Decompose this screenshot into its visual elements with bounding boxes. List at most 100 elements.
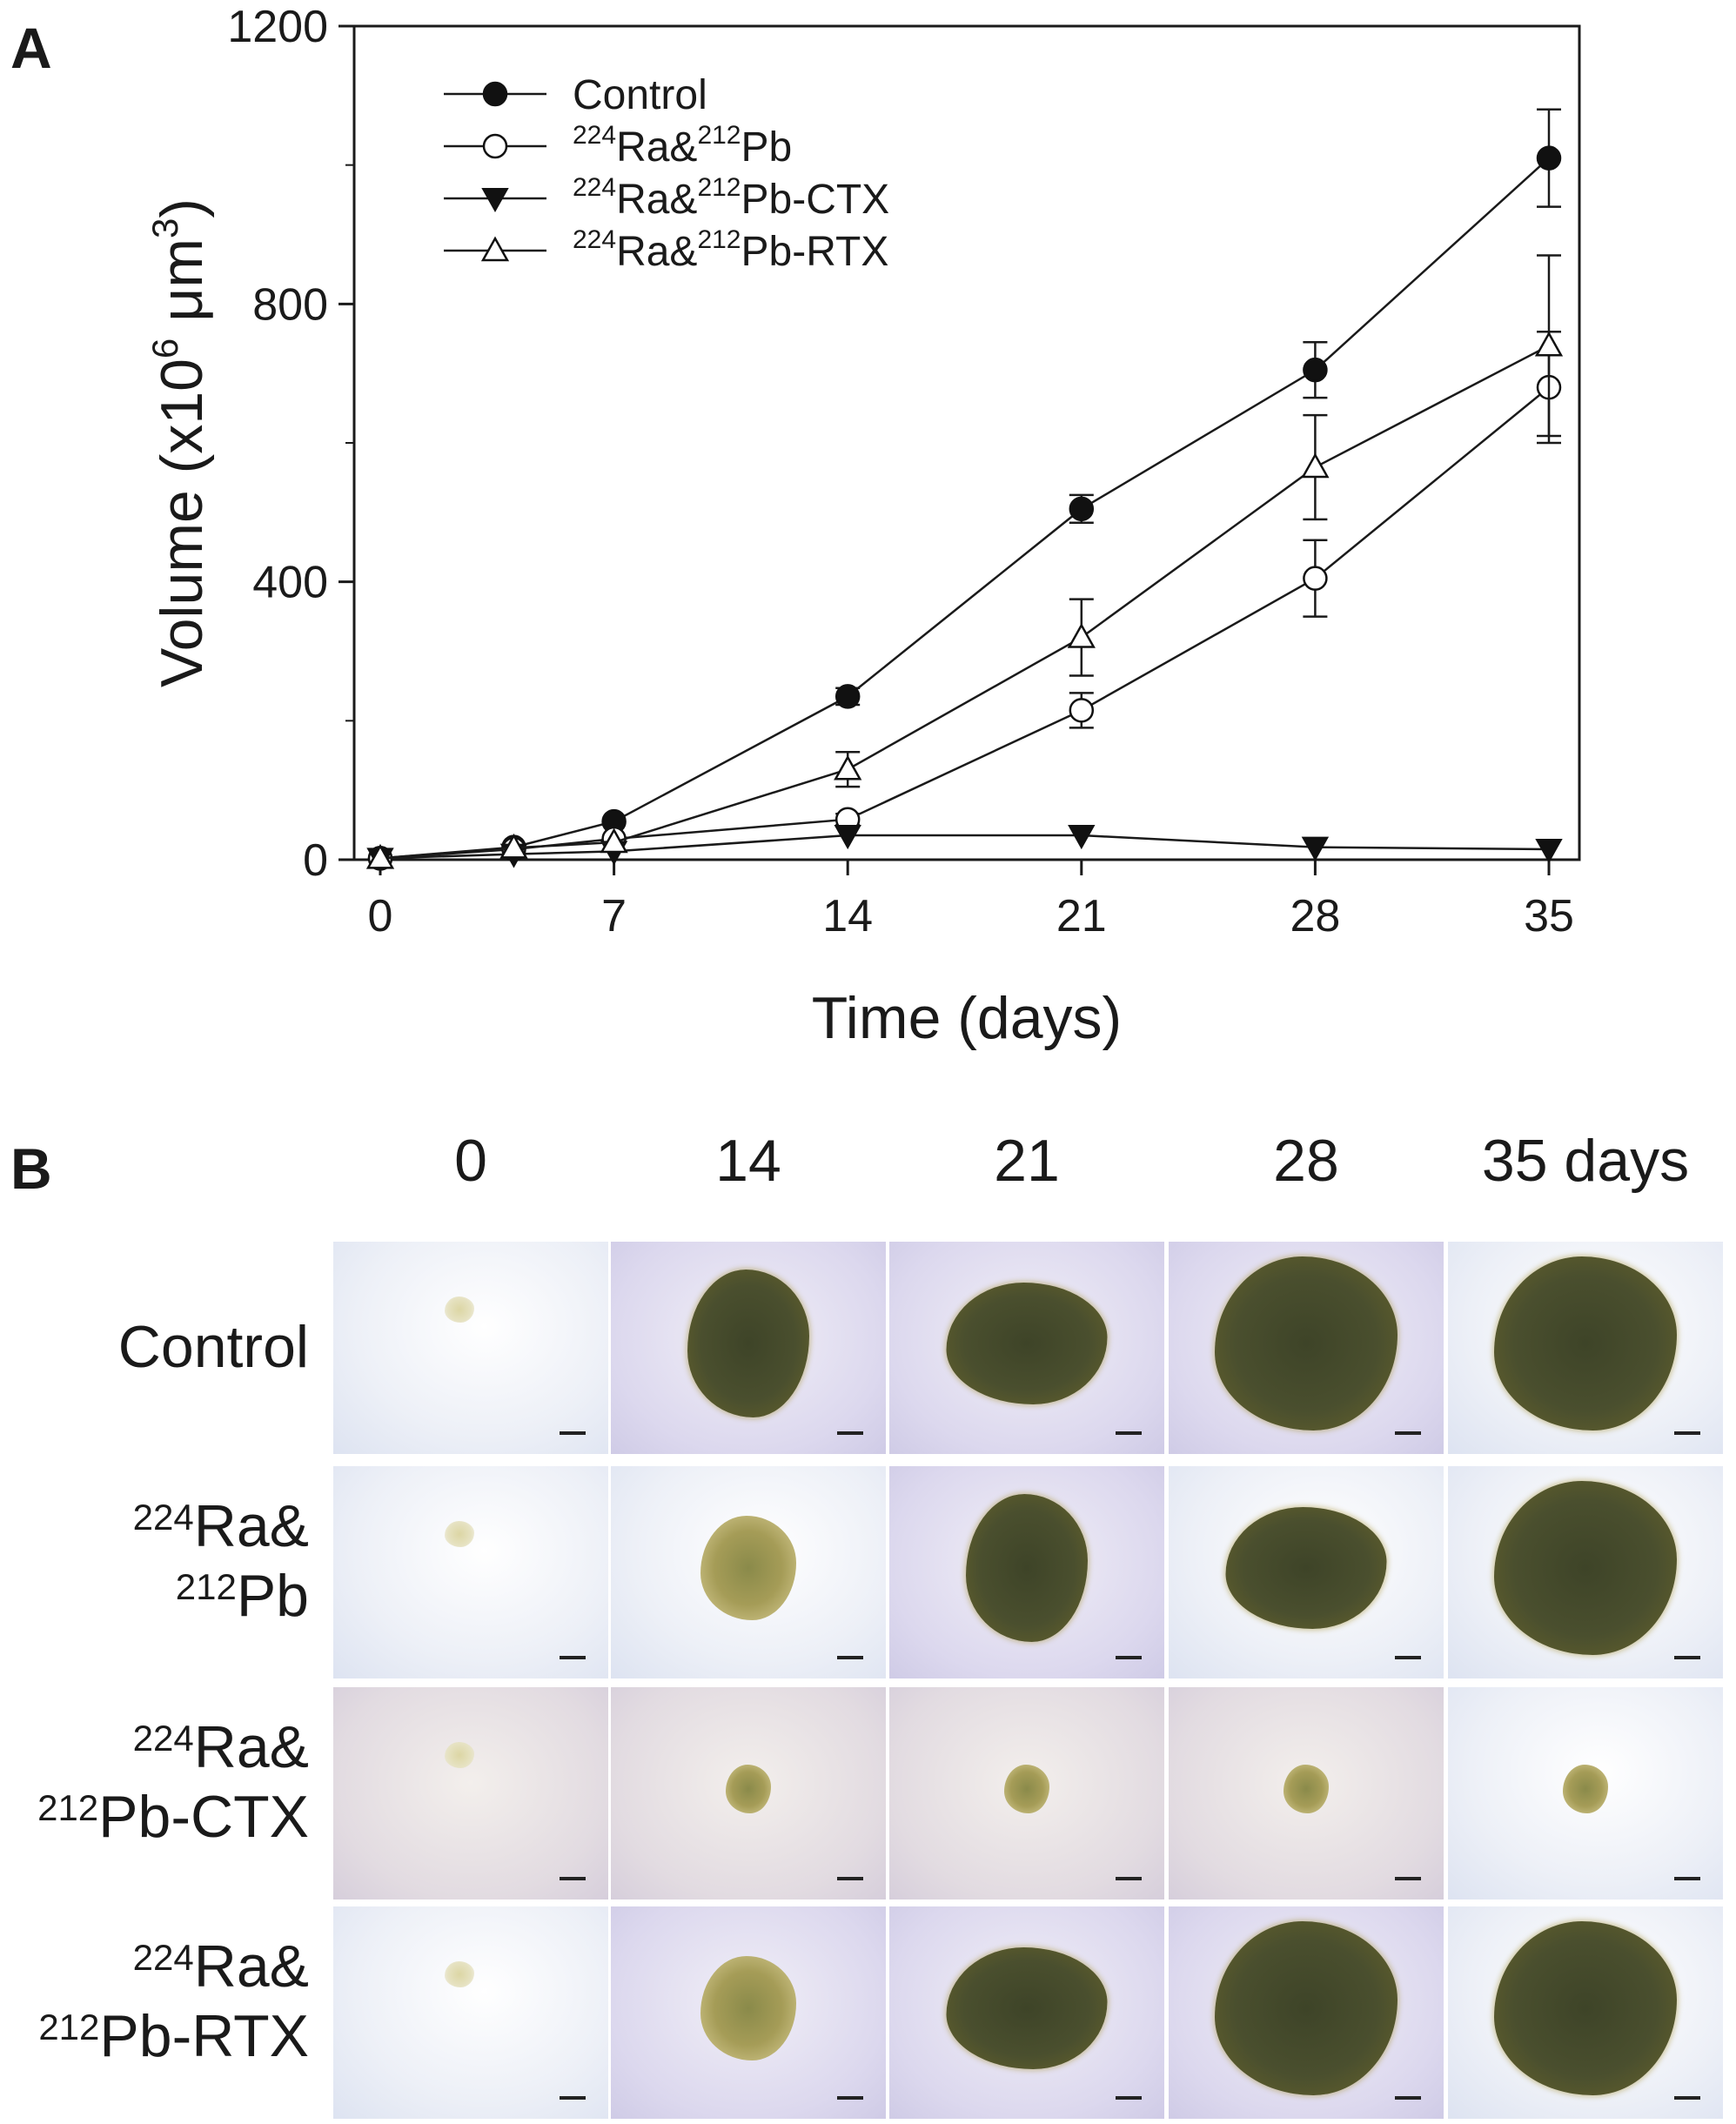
spheroid bbox=[700, 1516, 796, 1621]
spheroid-micrograph bbox=[1169, 1466, 1444, 1678]
data-point-2 bbox=[1535, 839, 1563, 864]
spheroid-micrograph bbox=[611, 1466, 886, 1678]
y-axis-label: Volume (x106 μm3) bbox=[144, 198, 215, 687]
x-tick-label: 14 bbox=[822, 891, 873, 941]
column-header: 21 bbox=[994, 1128, 1060, 1194]
spheroid bbox=[1494, 1256, 1677, 1431]
scale-bar bbox=[1674, 1656, 1700, 1659]
legend-entry-part: 224 bbox=[573, 225, 616, 254]
spheroid-micrograph bbox=[1169, 1242, 1444, 1454]
x-tick-label: 35 bbox=[1524, 891, 1574, 941]
x-tick-label: 28 bbox=[1290, 891, 1340, 941]
panel-a-label: A bbox=[10, 16, 52, 80]
spheroid bbox=[1215, 1256, 1398, 1431]
row-label-part: 212 bbox=[38, 2006, 100, 2047]
x-tick-label: 21 bbox=[1056, 891, 1107, 941]
row-label-part: Pb-CTX bbox=[98, 1783, 309, 1850]
column-header: 14 bbox=[715, 1128, 781, 1194]
series-line-2 bbox=[379, 834, 1550, 860]
scale-bar bbox=[560, 1656, 586, 1659]
column-header: 35 days bbox=[1481, 1128, 1690, 1194]
scale-bar bbox=[837, 1656, 863, 1659]
legend-entry-part: 212 bbox=[697, 225, 741, 254]
row-label-text: Control bbox=[117, 1314, 309, 1380]
spheroid bbox=[946, 1283, 1108, 1405]
row-label: 224Ra& 212Pb-RTX bbox=[9, 1933, 309, 2071]
y-axis-label-part: 6 bbox=[144, 338, 185, 358]
row-label-part: Ra& bbox=[193, 1493, 309, 1559]
data-point-0 bbox=[834, 684, 861, 709]
data-point-3 bbox=[365, 843, 395, 869]
scale-bar bbox=[560, 2096, 586, 2100]
legend-entry-part: 212 bbox=[697, 121, 741, 150]
spheroid-micrograph bbox=[889, 1906, 1164, 2119]
legend-entry: 224Ra&212Pb-RTX bbox=[573, 225, 888, 275]
spheroid bbox=[1225, 1507, 1387, 1630]
scale-bar bbox=[560, 1877, 586, 1880]
legend-entry-part: 224 bbox=[573, 173, 616, 202]
scale-bar bbox=[1395, 1656, 1421, 1659]
scale-bar bbox=[1395, 1877, 1421, 1880]
row-label-part: Pb bbox=[236, 1562, 309, 1629]
legend-entry-part: Pb-RTX bbox=[741, 229, 889, 275]
spheroid bbox=[445, 1297, 475, 1323]
row-label: Control bbox=[9, 1313, 309, 1383]
spheroid-micrograph bbox=[889, 1687, 1164, 1900]
data-point-3 bbox=[600, 827, 628, 854]
spheroid-micrograph bbox=[611, 1687, 886, 1900]
data-point-3 bbox=[1534, 331, 1564, 357]
legend-entry-part: Ra& bbox=[616, 229, 697, 275]
scale-bar bbox=[837, 1431, 863, 1435]
spheroid bbox=[946, 1947, 1108, 2070]
spheroid-micrograph bbox=[889, 1466, 1164, 1678]
row-label: 224Ra& 212Pb-CTX bbox=[9, 1713, 309, 1852]
spheroid bbox=[1004, 1765, 1049, 1814]
scale-bar bbox=[1116, 1877, 1142, 1880]
y-tick-label: 400 bbox=[252, 558, 328, 608]
scale-bar bbox=[837, 2096, 863, 2100]
y-tick-label: 0 bbox=[303, 835, 328, 886]
spheroid-micrograph bbox=[333, 1906, 608, 2119]
legend-entry: 224Ra&212Pb bbox=[573, 121, 792, 171]
data-point-0 bbox=[1303, 357, 1328, 383]
legend-marker bbox=[481, 188, 509, 213]
spheroid bbox=[700, 1956, 796, 2061]
spheroid-micrograph bbox=[333, 1466, 608, 1678]
x-axis-label: Time (days) bbox=[812, 985, 1122, 1051]
y-axis-label-part: 3 bbox=[144, 218, 185, 238]
legend-entry: 224Ra&212Pb-CTX bbox=[573, 173, 889, 223]
plot-frame bbox=[352, 24, 1581, 861]
spheroid bbox=[445, 1742, 475, 1769]
column-header: 0 bbox=[454, 1128, 487, 1194]
legend-marker bbox=[482, 81, 508, 107]
scale-bar bbox=[1395, 1431, 1421, 1435]
spheroid bbox=[1284, 1765, 1329, 1814]
spheroid bbox=[726, 1765, 771, 1814]
data-point-3 bbox=[1067, 622, 1096, 648]
panel-b-label: B bbox=[10, 1136, 52, 1201]
y-tick-label: 800 bbox=[252, 279, 328, 330]
series-line-1 bbox=[379, 386, 1550, 860]
legend-entry-part: 224 bbox=[573, 121, 616, 150]
legend-entry-part: 212 bbox=[697, 173, 741, 202]
legend-marker bbox=[480, 236, 510, 262]
spheroid-micrograph bbox=[611, 1242, 886, 1454]
spheroid-micrograph bbox=[1169, 1687, 1444, 1900]
data-point-3 bbox=[834, 754, 862, 781]
scale-bar bbox=[837, 1877, 863, 1880]
x-tick-label: 7 bbox=[601, 891, 627, 941]
legend-entry-part: Ra& bbox=[616, 177, 697, 223]
data-point-2 bbox=[834, 825, 861, 850]
spheroid-micrograph bbox=[1448, 1466, 1723, 1678]
spheroid-micrograph bbox=[333, 1242, 608, 1454]
row-label-part: 212 bbox=[175, 1565, 237, 1607]
spheroid bbox=[445, 1521, 475, 1548]
volume-line-chart: 0 400 800 1200 0 7 14 21 28 35 Time (days) Volume (… bbox=[144, 2, 1581, 1051]
row-label-part: 224 bbox=[132, 1718, 194, 1759]
y-tick-label: 1200 bbox=[227, 2, 328, 52]
spheroid bbox=[1494, 1481, 1677, 1656]
spheroid bbox=[1494, 1921, 1677, 2096]
spheroid bbox=[1563, 1765, 1608, 1814]
scale-bar bbox=[1116, 2096, 1142, 2100]
spheroid-micrograph bbox=[333, 1687, 608, 1900]
